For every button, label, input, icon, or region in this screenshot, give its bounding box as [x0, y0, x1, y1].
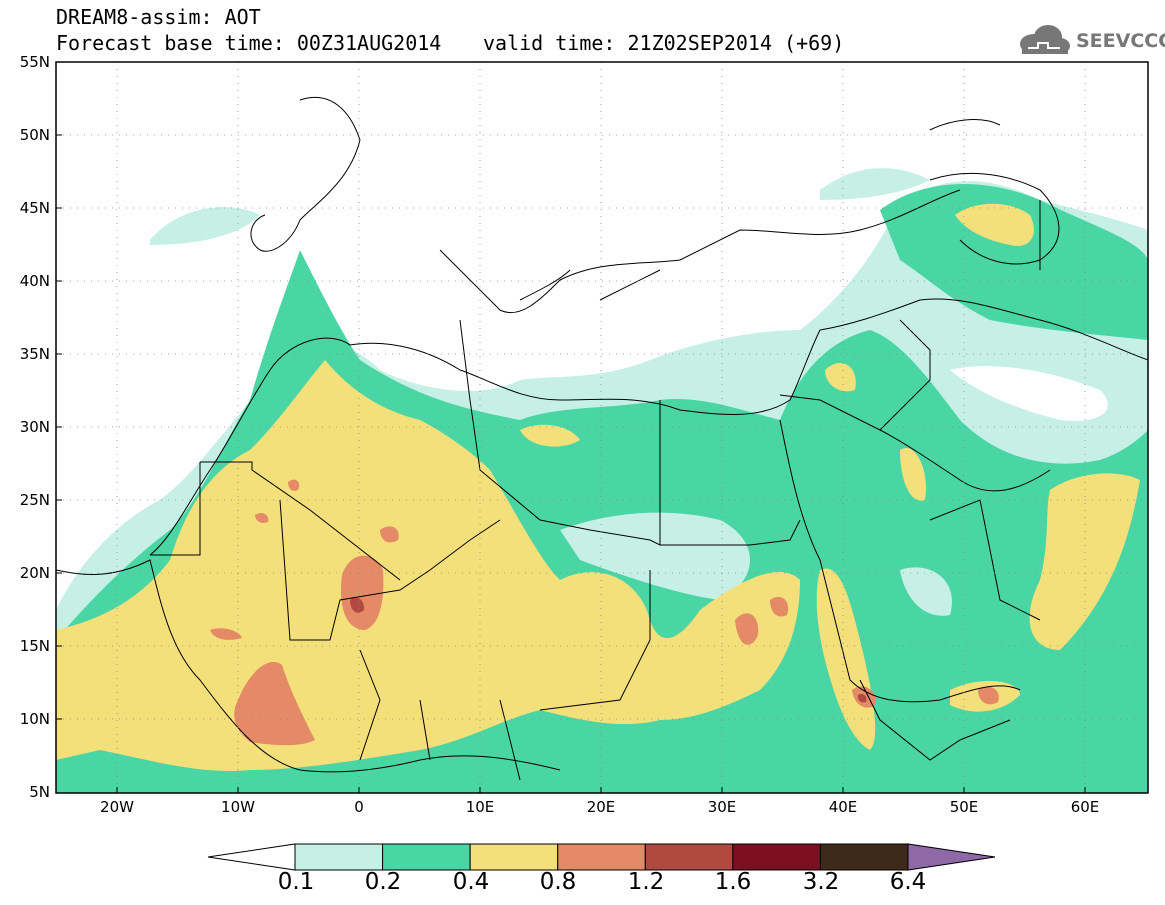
- map-title: DREAM8-assim: AOT: [56, 5, 261, 29]
- forecast-base-time: Forecast base time: 00Z31AUG2014: [56, 31, 442, 55]
- lat-label: 20N: [19, 564, 50, 582]
- lat-label: 45N: [19, 199, 50, 217]
- colorbar-tick-label: 1.6: [714, 869, 752, 895]
- lon-label: 50E: [949, 798, 979, 816]
- valid-time: valid time: 21Z02SEP2014 (+69): [483, 31, 845, 55]
- lat-label: 5N: [29, 783, 50, 801]
- coastlines: [56, 96, 1148, 781]
- lon-label: 60E: [1070, 798, 1100, 816]
- lon-label: 40E: [828, 798, 858, 816]
- seevccc-logo: SEEVCCC: [1016, 22, 1165, 58]
- lat-label: 40N: [19, 272, 50, 290]
- lat-label: 50N: [19, 126, 50, 144]
- lon-label: 20W: [100, 798, 134, 816]
- aot-yellow-region: [56, 360, 800, 771]
- colorbar-tick-label: 1.2: [627, 869, 665, 895]
- colorbar-tick-label: 6.4: [889, 869, 927, 895]
- colorbar-tick-label: 0.2: [364, 869, 402, 895]
- lat-label: 15N: [19, 637, 50, 655]
- colorbar-tick-label: 0.8: [539, 869, 577, 895]
- cloud-icon: [1020, 25, 1070, 54]
- aot-orange-region: [340, 555, 384, 630]
- lat-label: 55N: [19, 53, 50, 71]
- logo-text: SEEVCCC: [1076, 30, 1165, 52]
- lat-label: 10N: [19, 710, 50, 728]
- lat-label: 35N: [19, 345, 50, 363]
- lon-label: 10E: [465, 798, 495, 816]
- lat-label: 30N: [19, 418, 50, 436]
- lon-label: 10W: [221, 798, 255, 816]
- graticule: [56, 62, 1148, 793]
- colorbar-tick-label: 0.1: [277, 869, 315, 895]
- colorbar-tick-label: 0.4: [452, 869, 490, 895]
- aot-red-core: [350, 597, 365, 613]
- lon-label: 30E: [707, 798, 737, 816]
- lon-label: 0: [354, 798, 364, 816]
- lat-label: 25N: [19, 491, 50, 509]
- colorbar-tick-label: 3.2: [802, 869, 840, 895]
- lon-label: 20E: [586, 798, 616, 816]
